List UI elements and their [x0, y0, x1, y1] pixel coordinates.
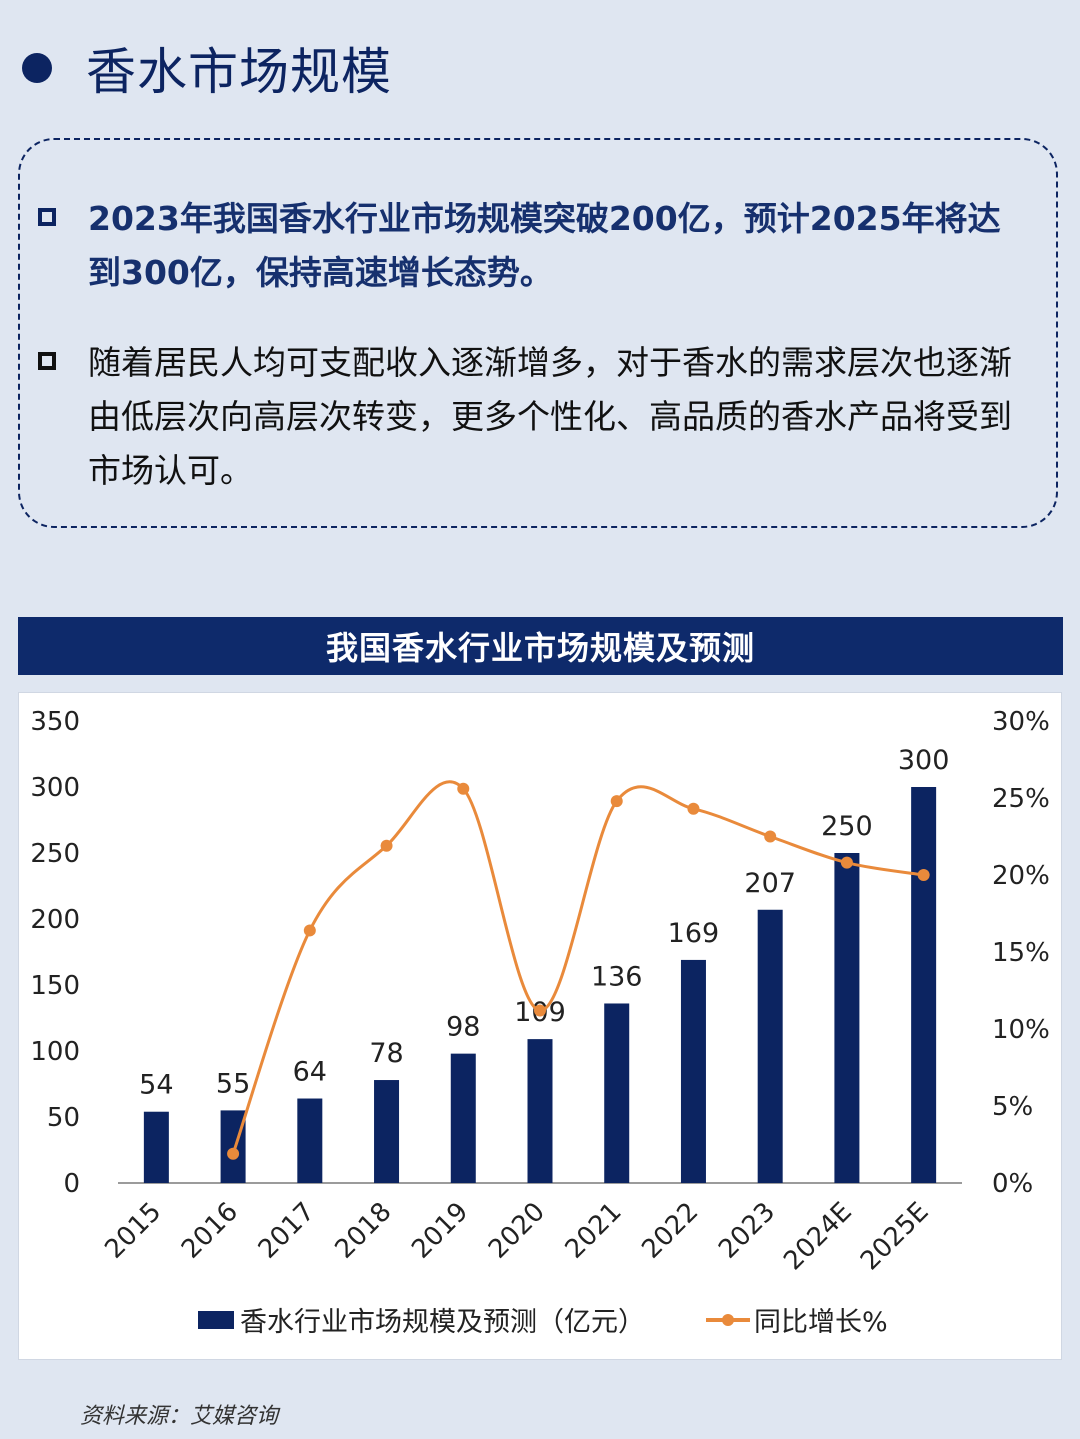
bar	[527, 1039, 553, 1183]
growth-point	[917, 869, 930, 881]
bar-value-label: 250	[821, 811, 873, 842]
chart-legend: 香水行业市场规模及预测（亿元） 同比增长%	[0, 1300, 1080, 1344]
x-tick-label: 2016	[176, 1197, 244, 1265]
bar	[143, 1111, 169, 1183]
growth-point	[380, 839, 393, 852]
legend-item-bars: 香水行业市场规模及预测（亿元）	[198, 1300, 645, 1339]
square-bullet-icon	[38, 208, 56, 226]
bar-value-label: 300	[898, 745, 950, 776]
bar	[297, 1098, 323, 1183]
x-tick-label: 2025E	[855, 1197, 935, 1277]
y-right-tick-label: 20%	[992, 861, 1050, 891]
source-note: 资料来源：艾媒咨询	[80, 1404, 279, 1429]
bar	[680, 959, 706, 1183]
y-right-tick-label: 15%	[992, 938, 1050, 968]
x-tick-label: 2015	[99, 1197, 167, 1265]
bar-value-label: 98	[446, 1012, 480, 1043]
y-left-tick-label: 50	[47, 1103, 80, 1133]
chart-title-banner: 我国香水行业市场规模及预测	[18, 617, 1063, 675]
legend-label-line: 同比增长%	[754, 1307, 888, 1338]
square-bullet-icon	[38, 352, 56, 370]
bar-value-label: 64	[293, 1057, 327, 1088]
summary-box: 2023年我国香水行业市场规模突破200亿，预计2025年将达到300亿，保持高…	[18, 138, 1058, 528]
y-left-tick-label: 200	[30, 905, 80, 935]
growth-point	[764, 830, 777, 843]
bar-value-label: 54	[139, 1070, 173, 1101]
growth-line	[231, 780, 924, 1155]
x-tick-label: 2019	[406, 1197, 474, 1265]
bar-value-label: 207	[744, 868, 796, 899]
bar-value-label: 78	[369, 1038, 403, 1069]
page-title: 香水市场规模	[86, 43, 392, 101]
legend-bar-swatch-icon	[198, 1310, 234, 1329]
y-right-tick-label: 10%	[992, 1015, 1050, 1045]
bar	[834, 853, 860, 1183]
growth-point	[687, 802, 700, 815]
heading-dot-icon	[22, 53, 52, 83]
bar	[604, 1003, 630, 1183]
y-right-tick-label: 25%	[992, 784, 1050, 814]
y-right-tick-label: 0%	[992, 1169, 1033, 1199]
summary-bullet-2: 随着居民人均可支配收入逐渐增多，对于香水的需求层次也逐渐由低层次向高层次转变，更…	[38, 336, 1038, 498]
legend-item-line: 同比增长%	[706, 1300, 888, 1339]
growth-point	[227, 1147, 240, 1160]
y-right-tick-label: 30%	[992, 707, 1050, 737]
growth-point	[534, 1004, 546, 1017]
x-tick-label: 2020	[483, 1197, 551, 1265]
chart-panel	[18, 692, 1062, 1360]
x-tick-label: 2021	[560, 1197, 628, 1265]
y-left-tick-label: 150	[30, 971, 80, 1001]
growth-point	[610, 795, 623, 808]
bar	[757, 909, 783, 1183]
y-left-tick-label: 250	[30, 839, 80, 869]
legend-label-bars: 香水行业市场规模及预测（亿元）	[240, 1307, 645, 1338]
x-tick-label: 2022	[636, 1197, 704, 1265]
y-left-tick-label: 100	[30, 1037, 80, 1067]
growth-point	[303, 924, 316, 937]
x-tick-label: 2017	[253, 1197, 321, 1265]
x-tick-label: 2024E	[778, 1197, 858, 1277]
y-left-tick-label: 0	[63, 1169, 80, 1199]
growth-point	[457, 782, 470, 795]
y-left-tick-label: 300	[30, 773, 80, 803]
bar	[911, 787, 937, 1183]
page-heading: 香水市场规模	[22, 38, 392, 101]
bar	[450, 1053, 476, 1183]
bar	[220, 1110, 246, 1183]
x-tick-label: 2018	[329, 1197, 397, 1265]
bar	[374, 1080, 400, 1183]
y-left-tick-label: 350	[30, 707, 80, 737]
summary-bullet-1: 2023年我国香水行业市场规模突破200亿，预计2025年将达到300亿，保持高…	[38, 192, 1038, 300]
bar-value-label: 55	[216, 1068, 250, 1099]
bar-value-label: 136	[591, 961, 643, 992]
bar-value-label: 169	[668, 918, 720, 949]
y-right-tick-label: 5%	[992, 1092, 1033, 1122]
x-tick-label: 2023	[713, 1197, 781, 1265]
growth-point	[840, 856, 853, 869]
legend-line-swatch-icon	[706, 1313, 750, 1326]
bullet-text: 2023年我国香水行业市场规模突破200亿，预计2025年将达到300亿，保持高…	[88, 199, 1001, 292]
bullet-text: 随着居民人均可支配收入逐渐增多，对于香水的需求层次也逐渐由低层次向高层次转变，更…	[88, 343, 1012, 490]
